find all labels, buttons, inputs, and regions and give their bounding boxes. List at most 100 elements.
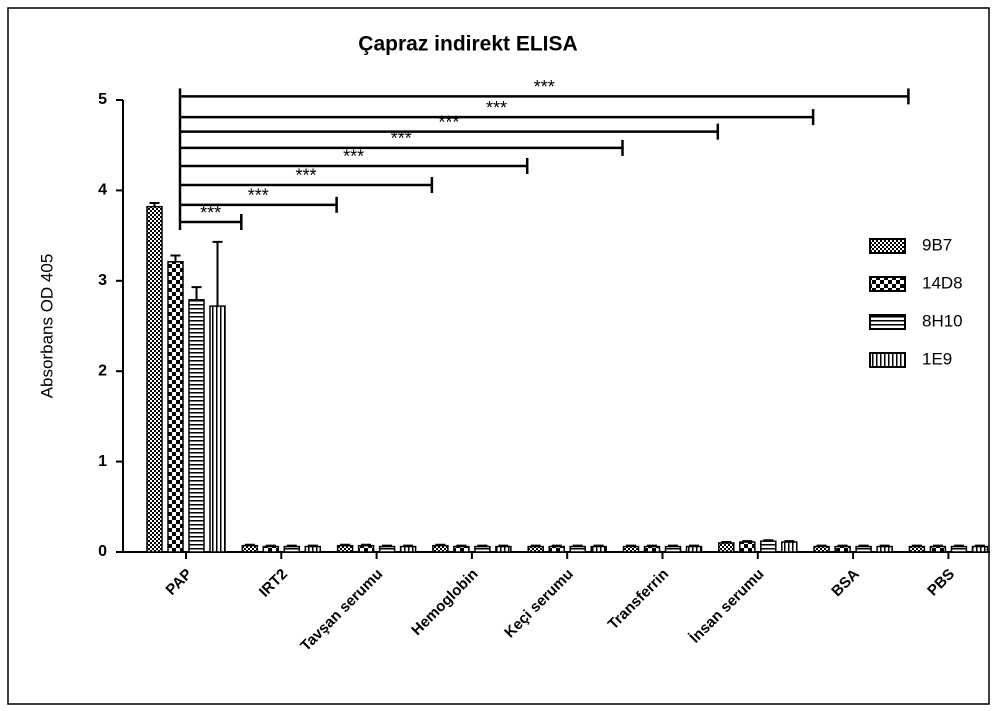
significance-bracket xyxy=(180,157,529,174)
significance-label: *** xyxy=(438,112,459,132)
x-tick-label: İnsan serumu xyxy=(686,566,767,647)
error-bar xyxy=(816,544,827,547)
error-bar xyxy=(149,202,160,207)
error-bar xyxy=(265,544,276,547)
x-tick-label: Tavşan serumu xyxy=(297,566,386,655)
error-bar xyxy=(191,286,202,300)
legend-label: 14D8 xyxy=(922,273,963,292)
legend-label: 8H10 xyxy=(922,311,963,330)
error-bar xyxy=(593,544,604,547)
error-bar xyxy=(307,544,318,547)
bar xyxy=(304,545,322,553)
legend-swatch xyxy=(869,352,906,368)
y-axis-label: Absorbans OD 405 xyxy=(37,254,56,399)
legend-label: 9B7 xyxy=(922,235,952,254)
legend-swatch xyxy=(869,238,906,254)
error-bar xyxy=(837,544,848,547)
y-tick-label: 0 xyxy=(98,543,107,560)
error-bar xyxy=(361,543,372,546)
bar xyxy=(188,299,205,553)
y-tick-label: 1 xyxy=(98,453,107,470)
error-bar xyxy=(435,543,446,546)
significance-label: *** xyxy=(295,166,316,186)
bar xyxy=(474,545,491,553)
legend-swatch xyxy=(869,276,906,292)
bar xyxy=(908,545,926,553)
significance-bracket xyxy=(180,139,624,156)
bar xyxy=(527,545,544,553)
significance-label: *** xyxy=(343,147,364,167)
significance-label: *** xyxy=(486,98,507,118)
x-tick-label: IRT2 xyxy=(256,566,291,601)
bar xyxy=(378,545,396,553)
error-bar xyxy=(858,544,869,547)
x-tick-label: Keçi serumu xyxy=(501,566,577,642)
error-bar xyxy=(403,544,414,547)
frame xyxy=(7,7,990,705)
significance-label: *** xyxy=(248,186,269,206)
bar xyxy=(357,544,375,553)
x-tick-label: PBS xyxy=(924,566,958,600)
error-bar xyxy=(911,544,922,547)
significance-label: *** xyxy=(391,129,412,149)
bar xyxy=(664,545,682,553)
bar xyxy=(432,544,449,553)
y-tick-label: 3 xyxy=(98,272,107,289)
chart-title: Çapraz indirekt ELISA xyxy=(358,33,577,56)
error-bar xyxy=(742,540,753,543)
bar xyxy=(643,545,661,553)
bar xyxy=(876,545,893,553)
y-tick-label: 4 xyxy=(98,182,107,199)
bar xyxy=(781,541,798,553)
significance-bracket xyxy=(180,196,338,213)
error-bar xyxy=(626,544,636,547)
bar xyxy=(146,205,163,553)
bar xyxy=(569,545,586,553)
bar xyxy=(685,545,703,553)
error-bar xyxy=(784,540,795,543)
error-bar xyxy=(498,544,509,547)
significance-bracket xyxy=(180,176,434,193)
bar xyxy=(855,545,872,553)
error-bar xyxy=(953,544,964,547)
bar xyxy=(950,545,968,553)
error-bar xyxy=(382,544,393,547)
bar xyxy=(167,261,184,553)
significance-bracket xyxy=(180,109,815,126)
bar xyxy=(399,545,417,553)
significance-bracket xyxy=(180,214,243,231)
bar xyxy=(283,545,301,553)
bar xyxy=(453,545,470,553)
error-bar xyxy=(721,541,732,544)
bar xyxy=(336,544,354,553)
error-bar xyxy=(340,543,351,546)
error-bar xyxy=(244,543,255,546)
bar xyxy=(622,545,640,553)
bar xyxy=(813,545,830,553)
bar xyxy=(834,545,851,553)
significance-bracket xyxy=(180,88,910,105)
bar xyxy=(495,545,512,553)
error-bar xyxy=(456,544,467,547)
bar xyxy=(590,545,607,553)
significance-label: *** xyxy=(200,203,221,223)
bar xyxy=(209,305,226,553)
error-bar xyxy=(170,254,181,262)
legend-swatch xyxy=(869,314,906,330)
error-bar xyxy=(572,544,583,547)
significance-bracket xyxy=(180,123,720,140)
error-bar xyxy=(689,544,699,547)
error-bar xyxy=(974,544,985,547)
x-tick-label: Transferrin xyxy=(605,566,672,633)
y-tick-label: 2 xyxy=(98,362,107,379)
error-bar xyxy=(763,539,774,542)
x-tick-label: Hemoglobin xyxy=(408,566,481,639)
error-bar xyxy=(530,544,541,547)
bar xyxy=(760,540,777,553)
significance-label: *** xyxy=(534,77,555,97)
x-tick-label: PAP xyxy=(163,566,196,599)
error-bar xyxy=(647,544,657,547)
bar xyxy=(739,541,756,553)
error-bar xyxy=(477,544,488,547)
